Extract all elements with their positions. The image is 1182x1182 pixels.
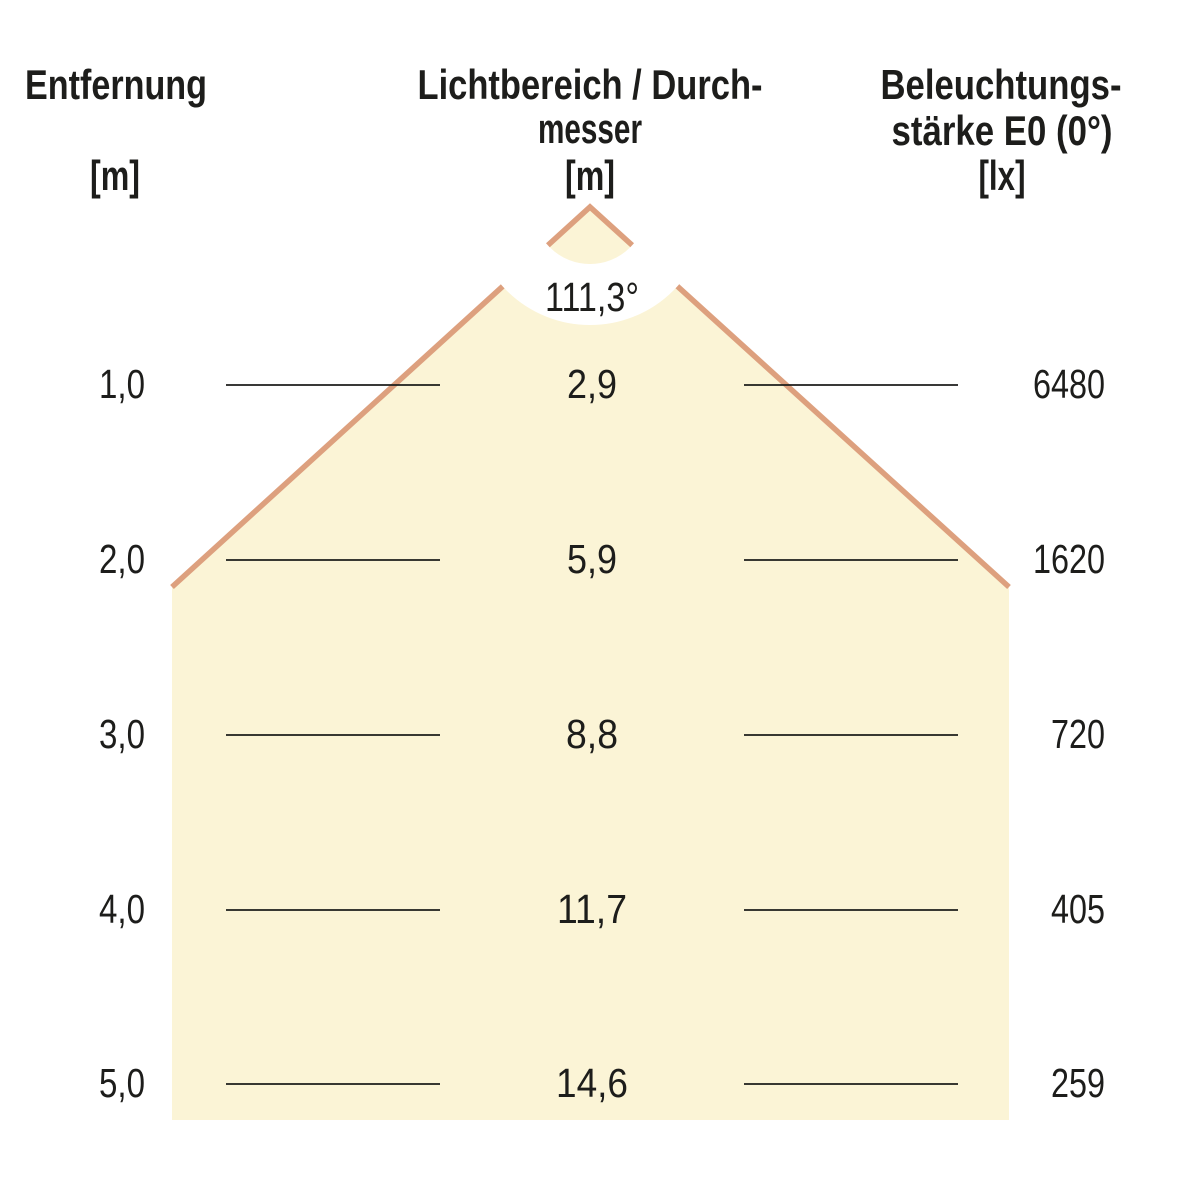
distance-value: 3,0: [99, 711, 145, 757]
header-diameter-title-line2: messer: [538, 105, 642, 152]
diameter-value: 11,7: [557, 886, 627, 932]
header-illuminance-title-line2: stärke E0 (0°): [892, 107, 1113, 154]
beam-cone: 111,3°: [170, 89, 1011, 1120]
illuminance-value: 259: [1051, 1060, 1105, 1106]
diameter-value: 14,6: [556, 1060, 628, 1106]
illuminance-value: 405: [1051, 886, 1105, 932]
table-header: Entfernung [m] Lichtbereich / Durch- mes…: [25, 61, 1122, 199]
illuminance-value: 1620: [1033, 536, 1105, 582]
beam-angle-label: 111,3°: [545, 274, 639, 320]
table-row: 1,0 2,9 6480: [99, 361, 1105, 407]
diameter-value: 8,8: [566, 711, 618, 757]
header-illuminance-title-line1: Beleuchtungs-: [881, 61, 1122, 108]
illuminance-value: 720: [1051, 711, 1105, 757]
illuminance-value: 6480: [1033, 361, 1105, 407]
distance-value: 5,0: [99, 1060, 145, 1106]
table-row: 2,0 5,9 1620: [99, 536, 1105, 582]
diameter-value: 5,9: [567, 536, 617, 582]
table-row: 5,0 14,6 259: [99, 1060, 1105, 1106]
header-diameter-title-line1: Lichtbereich / Durch-: [418, 61, 763, 108]
distance-value: 2,0: [99, 536, 145, 582]
header-diameter-unit: [m]: [565, 152, 615, 199]
diameter-value: 2,9: [567, 361, 617, 407]
header-illuminance-unit: [lx]: [979, 152, 1026, 199]
cone-edge-lines: [170, 203, 1011, 590]
header-distance-unit: [m]: [90, 152, 140, 199]
distance-value: 1,0: [99, 361, 145, 407]
table-row: 3,0 8,8 720: [99, 711, 1105, 757]
cone-fill: [172, 207, 1009, 1120]
table-row: 4,0 11,7 405: [99, 886, 1105, 932]
distance-value: 4,0: [99, 886, 145, 932]
header-distance-title: Entfernung: [25, 61, 207, 108]
beam-angle-arc-band: [472, 89, 708, 325]
